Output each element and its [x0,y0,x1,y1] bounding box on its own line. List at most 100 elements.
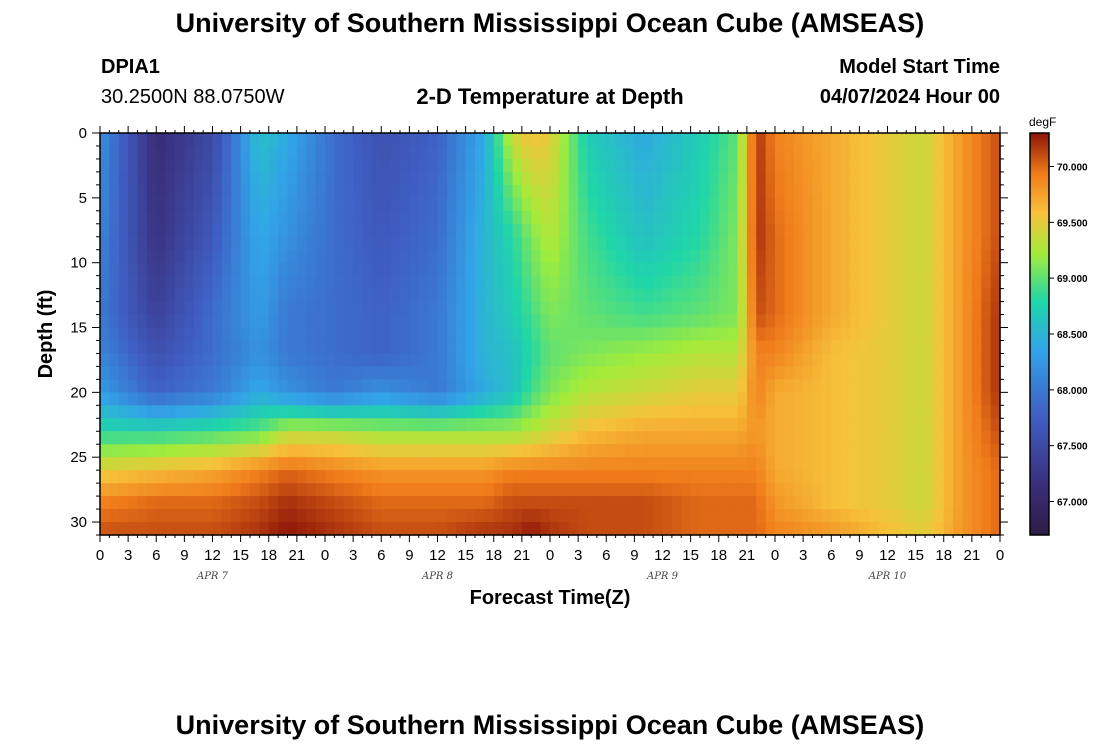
heatmap-cell [728,145,739,160]
heatmap-cell [943,457,954,471]
heatmap-cell [259,262,270,277]
heatmap-cell [746,496,757,510]
heatmap-cell [250,275,260,290]
heatmap-cell [662,197,673,212]
heatmap-cell [437,444,448,458]
heatmap-cell [962,262,973,277]
heatmap-cell [671,133,682,147]
heatmap-cell [906,184,917,199]
heatmap-cell [831,340,842,355]
heatmap-cell [568,509,579,523]
heatmap-cell [475,249,485,264]
heatmap-cell [765,197,776,212]
day-label: APR 8 [421,571,453,582]
heatmap-cell [915,314,926,329]
heatmap-cell [728,158,739,173]
heatmap-cell [662,301,673,316]
heatmap-cell [821,210,832,225]
heatmap-cell [765,158,776,173]
heatmap-cell [662,249,673,264]
heatmap-cell [821,197,832,212]
heatmap-cell [193,184,204,199]
heatmap-cell [221,444,232,458]
heatmap-cell [221,405,232,419]
heatmap-cell [578,301,589,316]
heatmap-cell [681,405,692,419]
heatmap-cell [100,262,110,277]
heatmap-cell [540,431,551,445]
heatmap-cell [371,314,382,329]
heatmap-cell [793,470,804,484]
heatmap-cell [943,133,954,147]
heatmap-cell [278,301,289,316]
heatmap-cell [343,379,354,393]
x-tick-label: 18 [935,547,952,564]
heatmap-cell [100,301,110,316]
heatmap-cell [512,288,523,303]
heatmap-cell [559,418,570,432]
heatmap-cell [240,262,251,277]
heatmap-cell [700,522,710,536]
heatmap-cell [709,483,720,497]
heatmap-cell [784,288,795,303]
heatmap-cell [203,366,214,380]
heatmap-cell [512,496,523,510]
heatmap-cell [325,184,335,199]
heatmap-cell [456,223,467,238]
heatmap-cell [465,366,476,380]
heatmap-cell [925,379,935,393]
heatmap-cell [146,197,157,212]
heatmap-cell [531,327,542,342]
heatmap-cell [981,133,992,147]
heatmap-cell [315,431,326,445]
heatmap-cell [212,496,223,510]
heatmap-cell [493,288,504,303]
heatmap-cell [718,145,729,160]
heatmap-cell [137,392,148,406]
heatmap-cell [165,444,176,458]
heatmap-cell [512,379,523,393]
heatmap-cell [981,405,992,419]
heatmap-cell [793,457,804,471]
heatmap-cell [681,262,692,277]
heatmap-cell [231,444,242,458]
heatmap-cell [962,405,973,419]
heatmap-cell [512,133,523,147]
heatmap-cell [634,133,645,147]
heatmap-cell [981,301,992,316]
heatmap-cell [287,431,298,445]
heatmap-cell [690,210,701,225]
heatmap-cell [540,210,551,225]
heatmap-cell [446,262,457,277]
heatmap-cell [184,314,195,329]
heatmap-cell [287,223,298,238]
heatmap-cell [934,418,945,432]
heatmap-cell [859,366,870,380]
model-start-value: 04/07/2024 Hour 00 [819,86,1000,108]
heatmap-cell [334,158,345,173]
heatmap-cell [840,249,851,264]
heatmap-cell [934,262,945,277]
heatmap-cell [409,522,420,536]
heatmap-cell [981,418,992,432]
heatmap-cell [634,431,645,445]
heatmap-cell [859,262,870,277]
heatmap-cell [212,353,223,368]
heatmap-cell [718,223,729,238]
heatmap-cell [718,340,729,355]
heatmap-cell [165,418,176,432]
heatmap-cell [437,249,448,264]
heatmap-cell [615,353,626,368]
heatmap-cell [118,353,129,368]
heatmap-cell [887,340,898,355]
heatmap-cell [737,431,748,445]
heatmap-cell [493,431,504,445]
heatmap-cell [278,262,289,277]
heatmap-cell [175,262,185,277]
heatmap-cell [521,522,532,536]
heatmap-cell [306,145,317,160]
heatmap-cell [700,509,710,523]
heatmap-cell [109,223,120,238]
heatmap-cell [503,171,514,186]
heatmap-cell [146,509,157,523]
